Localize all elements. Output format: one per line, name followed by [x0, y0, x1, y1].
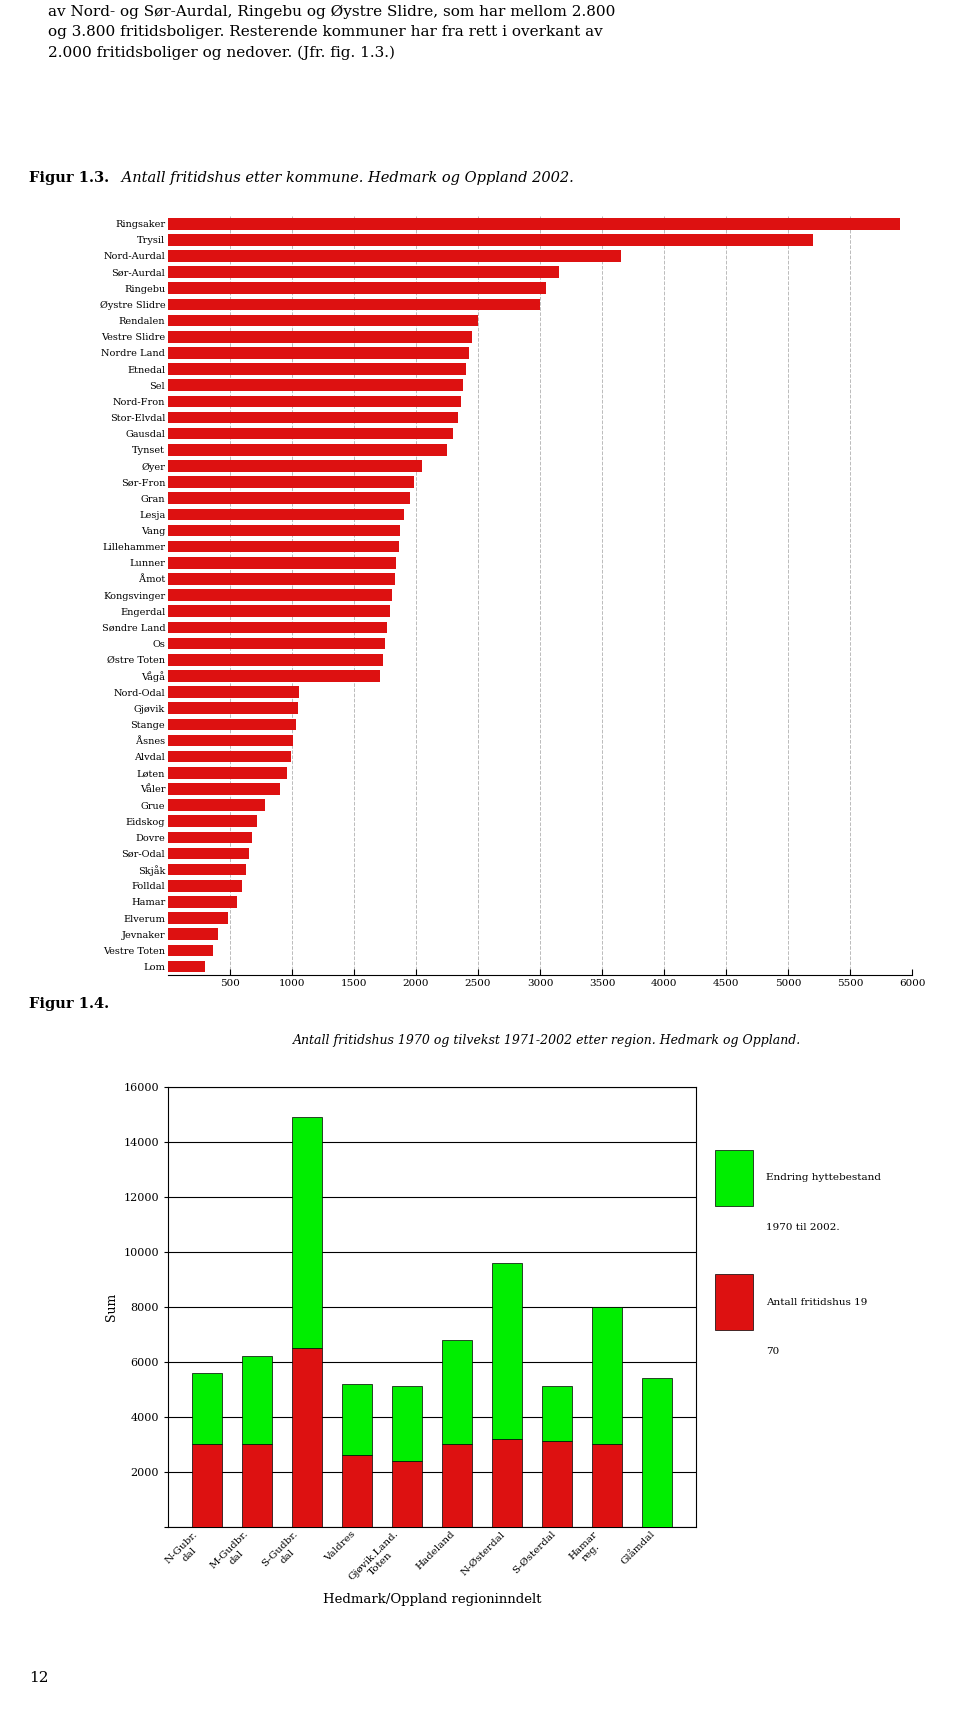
Bar [542, 1387, 572, 1442]
Bar [168, 768, 287, 778]
Bar [342, 1383, 372, 1456]
Text: 70: 70 [766, 1347, 780, 1356]
Text: Hedmark/Oppland regioninndelt: Hedmark/Oppland regioninndelt [323, 1594, 541, 1606]
Bar [168, 654, 382, 666]
Bar [168, 250, 620, 262]
Bar [168, 719, 296, 730]
Bar [168, 669, 380, 681]
Bar [168, 702, 299, 714]
Bar [168, 364, 466, 374]
Bar [168, 687, 300, 699]
Bar [168, 573, 395, 585]
Bar [168, 412, 458, 423]
Bar [168, 831, 252, 844]
Bar [392, 1387, 422, 1461]
Bar [168, 897, 237, 907]
Bar [642, 1378, 672, 1527]
Bar [168, 542, 398, 552]
Bar [168, 799, 265, 811]
FancyBboxPatch shape [715, 1275, 754, 1330]
Bar [168, 961, 205, 973]
Bar [592, 1308, 622, 1444]
Bar [168, 298, 540, 310]
Text: Figur 1.3.: Figur 1.3. [29, 171, 108, 185]
Bar [442, 1340, 472, 1444]
Bar [242, 1444, 272, 1527]
Bar [168, 443, 447, 455]
Bar [168, 945, 212, 956]
Bar [192, 1444, 222, 1527]
Bar [168, 266, 559, 278]
Text: 1970 til 2002.: 1970 til 2002. [766, 1223, 839, 1232]
Bar [168, 395, 461, 407]
Bar [242, 1356, 272, 1444]
Y-axis label: Sum: Sum [105, 1292, 118, 1321]
Bar [542, 1442, 572, 1527]
Text: Figur 1.4.: Figur 1.4. [29, 997, 108, 1011]
Bar [168, 428, 453, 440]
Bar [168, 590, 393, 600]
Bar [292, 1347, 322, 1527]
Bar [168, 509, 403, 521]
Bar [492, 1439, 522, 1527]
Text: Endring hyttebestand: Endring hyttebestand [766, 1173, 881, 1182]
Bar [168, 347, 469, 359]
Bar [492, 1263, 522, 1439]
Bar [292, 1118, 322, 1347]
Text: av Nord- og Sør-Aurdal, Ringebu og Øystre Slidre, som har mellom 2.800
og 3.800 : av Nord- og Sør-Aurdal, Ringebu og Øystr… [48, 5, 615, 60]
Bar [168, 880, 242, 892]
Bar [168, 461, 422, 471]
Bar [168, 913, 228, 925]
Bar [168, 492, 410, 504]
Bar [168, 331, 471, 343]
Bar [168, 816, 257, 826]
Bar [168, 557, 396, 569]
Text: Antall fritidshus etter kommune. Hedmark og Oppland 2002.: Antall fritidshus etter kommune. Hedmark… [117, 171, 574, 185]
Bar [168, 638, 385, 649]
Text: 12: 12 [29, 1670, 48, 1685]
Bar [392, 1461, 422, 1527]
Bar [342, 1456, 372, 1527]
Bar [168, 621, 388, 633]
Bar [168, 605, 390, 618]
Bar [168, 476, 414, 488]
Bar [168, 524, 400, 536]
Bar [168, 235, 813, 245]
Bar [168, 783, 279, 795]
Bar [192, 1373, 222, 1444]
FancyBboxPatch shape [715, 1151, 754, 1206]
Bar [168, 928, 218, 940]
Bar [168, 750, 291, 762]
Bar [592, 1444, 622, 1527]
Bar [168, 217, 900, 229]
Text: Antall fritidshus 1970 og tilvekst 1971-2002 etter region. Hedmark og Oppland.: Antall fritidshus 1970 og tilvekst 1971-… [293, 1033, 802, 1047]
Bar [168, 847, 249, 859]
Bar [442, 1444, 472, 1527]
Bar [168, 864, 246, 876]
Text: Antall fritidshus 19: Antall fritidshus 19 [766, 1297, 867, 1306]
Bar [168, 735, 293, 747]
Bar [168, 380, 463, 392]
Bar [168, 314, 478, 326]
Bar [168, 283, 546, 293]
